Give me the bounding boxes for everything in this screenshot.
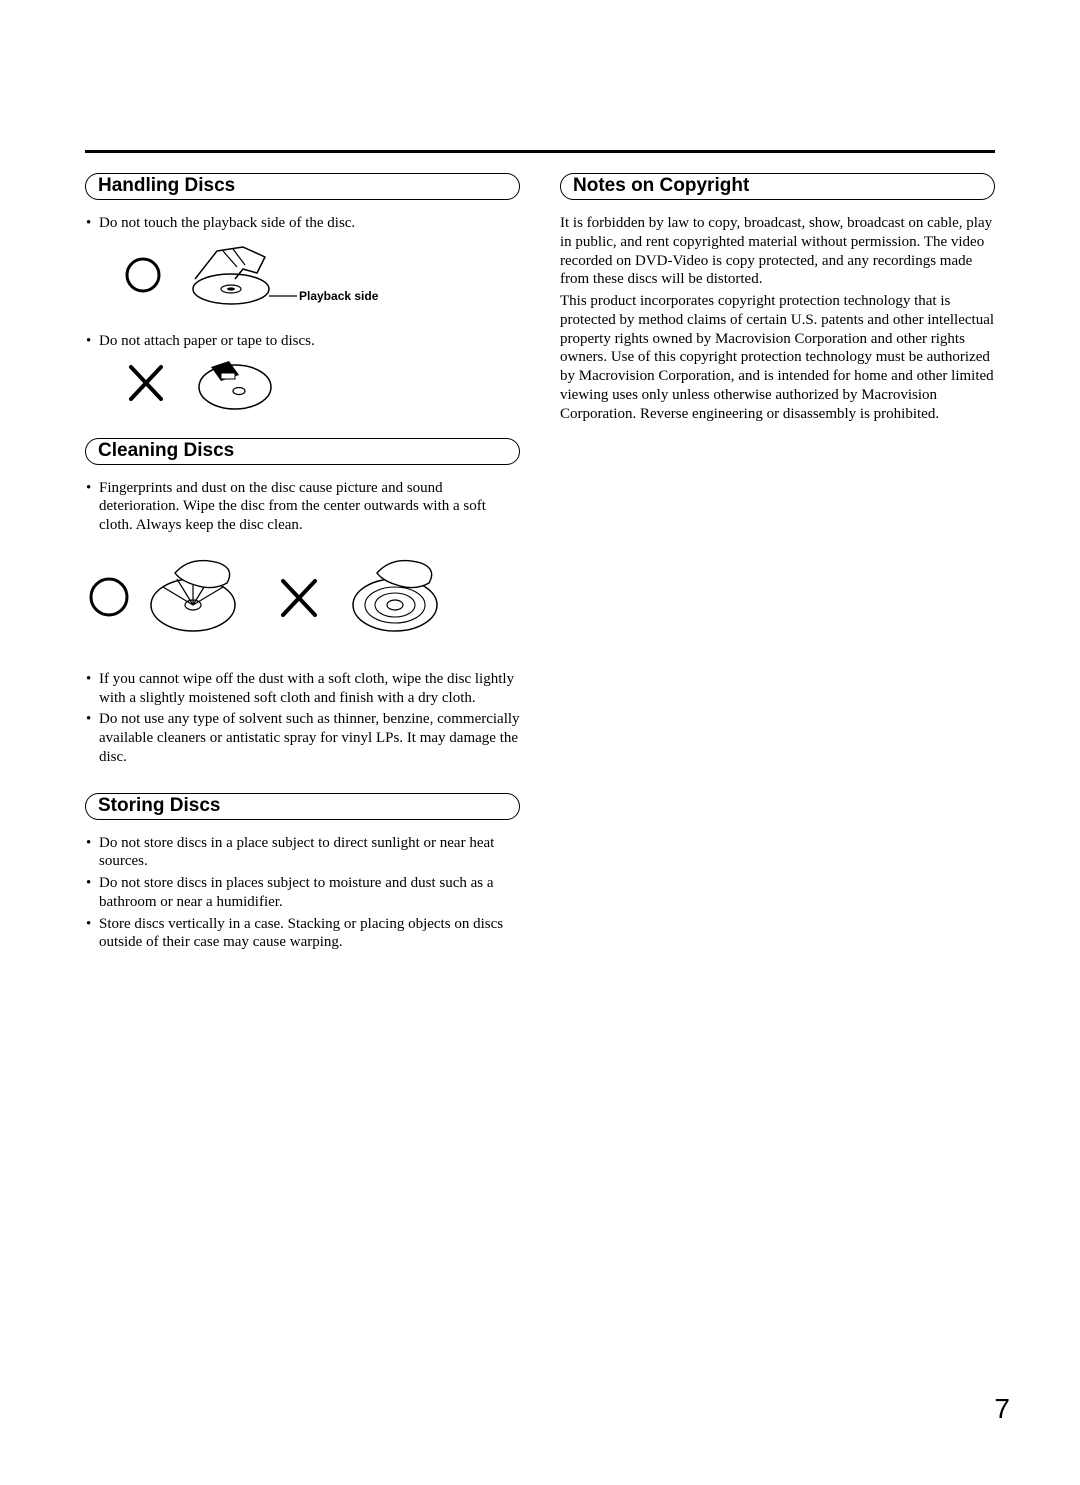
disc-hold-icon: Playback side xyxy=(125,239,385,313)
heading-storing: Storing Discs xyxy=(85,793,520,820)
heading-cleaning: Cleaning Discs xyxy=(85,438,520,465)
disc-tape-icon xyxy=(125,357,325,415)
list-item: Do not attach paper or tape to discs. xyxy=(85,332,520,351)
cleaning-list-bottom: If you cannot wipe off the dust with a s… xyxy=(85,670,520,767)
section-cleaning: Cleaning Discs Fingerprints and dust on … xyxy=(85,438,520,767)
disc-wipe-icon xyxy=(85,549,465,645)
top-rule xyxy=(85,150,995,153)
copyright-para: This product incorporates copyright prot… xyxy=(560,292,995,423)
handling-list-2: Do not attach paper or tape to discs. xyxy=(85,332,520,351)
svg-text:Playback side: Playback side xyxy=(299,289,379,303)
page-number: 7 xyxy=(994,1393,1010,1425)
illus-handling-2 xyxy=(125,357,520,420)
copyright-para: It is forbidden by law to copy, broadcas… xyxy=(560,214,995,289)
section-copyright: Notes on Copyright It is forbidden by la… xyxy=(560,173,995,423)
list-item: Do not store discs in a place subject to… xyxy=(85,834,520,872)
columns: Handling Discs Do not touch the playback… xyxy=(85,167,995,978)
section-storing: Storing Discs Do not store discs in a pl… xyxy=(85,793,520,953)
left-column: Handling Discs Do not touch the playback… xyxy=(85,167,520,978)
list-item: Store discs vertically in a case. Stacki… xyxy=(85,915,520,953)
storing-list: Do not store discs in a place subject to… xyxy=(85,834,520,953)
list-item: Do not use any type of solvent such as t… xyxy=(85,710,520,766)
list-item: Do not store discs in places subject to … xyxy=(85,874,520,912)
list-item: Do not touch the playback side of the di… xyxy=(85,214,520,233)
list-item: Fingerprints and dust on the disc cause … xyxy=(85,479,520,535)
section-handling: Handling Discs Do not touch the playback… xyxy=(85,173,520,420)
illus-handling-1: Playback side xyxy=(125,239,520,318)
heading-handling: Handling Discs xyxy=(85,173,520,200)
right-column: Notes on Copyright It is forbidden by la… xyxy=(560,167,995,978)
illus-cleaning xyxy=(85,549,520,650)
cleaning-list-top: Fingerprints and dust on the disc cause … xyxy=(85,479,520,535)
list-item: If you cannot wipe off the dust with a s… xyxy=(85,670,520,708)
heading-copyright: Notes on Copyright xyxy=(560,173,995,200)
page-content: Handling Discs Do not touch the playback… xyxy=(85,150,995,978)
handling-list: Do not touch the playback side of the di… xyxy=(85,214,520,233)
